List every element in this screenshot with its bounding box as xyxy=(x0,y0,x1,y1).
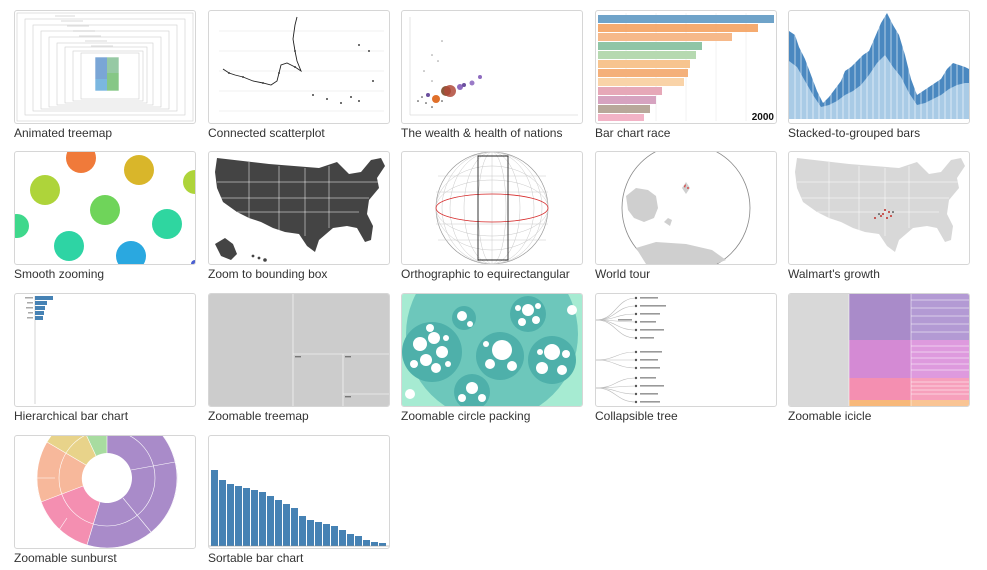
card-zoomable-sunburst[interactable]: Zoomable sunburst xyxy=(14,435,196,565)
card-world-tour[interactable]: World tour xyxy=(595,151,777,281)
card-title: Sortable bar chart xyxy=(208,551,304,565)
card-title: Zoomable treemap xyxy=(208,409,309,423)
thumbnail-zoomable-icicle xyxy=(788,293,970,407)
card-animated-treemap[interactable]: Animated treemap xyxy=(14,10,196,140)
card-title: Zoom to bounding box xyxy=(208,267,328,281)
thumbnail-zoomable-sunburst xyxy=(14,435,196,549)
card-sortable-bar-chart[interactable]: Sortable bar chart xyxy=(208,435,390,565)
thumbnail-smooth-zooming xyxy=(14,151,196,265)
thumbnail-bar-chart-race: 2000 xyxy=(595,10,777,124)
thumbnail-world-tour xyxy=(595,151,777,265)
thumbnail-zoomable-treemap xyxy=(208,293,390,407)
card-zoom-to-bounding-box[interactable]: Zoom to bounding box xyxy=(208,151,390,281)
thumbnail-connected-scatterplot xyxy=(208,10,390,124)
card-zoomable-circle-packing[interactable]: Zoomable circle packing xyxy=(401,293,583,423)
thumbnail-wealth-health-nations xyxy=(401,10,583,124)
card-title: Collapsible tree xyxy=(595,409,678,423)
card-title: Animated treemap xyxy=(14,126,113,140)
card-connected-scatterplot[interactable]: Connected scatterplot xyxy=(208,10,390,140)
card-title: Zoomable icicle xyxy=(788,409,872,423)
card-collapsible-tree[interactable]: Collapsible tree xyxy=(595,293,777,423)
card-title: Hierarchical bar chart xyxy=(14,409,129,423)
card-orthographic-to-equirectangular[interactable]: Orthographic to equirectangular xyxy=(401,151,583,281)
card-stacked-to-grouped-bars[interactable]: Stacked-to-grouped bars xyxy=(788,10,970,140)
card-hierarchical-bar-chart[interactable]: Hierarchical bar chart xyxy=(14,293,196,423)
thumbnail-sortable-bar-chart xyxy=(208,435,390,549)
thumbnail-collapsible-tree xyxy=(595,293,777,407)
card-title: Stacked-to-grouped bars xyxy=(788,126,921,140)
card-title: Bar chart race xyxy=(595,126,671,140)
thumbnail-walmarts-growth xyxy=(788,151,970,265)
card-walmarts-growth[interactable]: Walmart's growth xyxy=(788,151,970,281)
thumbnail-hierarchical-bar-chart xyxy=(14,293,196,407)
thumbnail-stacked-to-grouped-bars xyxy=(788,10,970,124)
card-smooth-zooming[interactable]: Smooth zooming xyxy=(14,151,196,281)
card-bar-chart-race[interactable]: 2000 Bar chart race xyxy=(595,10,777,140)
card-title: Smooth zooming xyxy=(14,267,105,281)
card-title: Zoomable circle packing xyxy=(401,409,531,423)
card-wealth-health-nations[interactable]: The wealth & health of nations xyxy=(401,10,583,140)
thumbnail-orthographic-to-equirectangular xyxy=(401,151,583,265)
card-title: World tour xyxy=(595,267,651,281)
race-year-label: 2000 xyxy=(752,112,775,123)
card-title: Connected scatterplot xyxy=(208,126,325,140)
card-title: The wealth & health of nations xyxy=(401,126,563,140)
card-title: Zoomable sunburst xyxy=(14,551,117,565)
thumbnail-zoomable-circle-packing xyxy=(401,293,583,407)
card-zoomable-icicle[interactable]: Zoomable icicle xyxy=(788,293,970,423)
card-zoomable-treemap[interactable]: Zoomable treemap xyxy=(208,293,390,423)
card-title: Orthographic to equirectangular xyxy=(401,267,570,281)
card-title: Walmart's growth xyxy=(788,267,880,281)
thumbnail-zoom-to-bounding-box xyxy=(208,151,390,265)
thumbnail-animated-treemap xyxy=(14,10,196,124)
